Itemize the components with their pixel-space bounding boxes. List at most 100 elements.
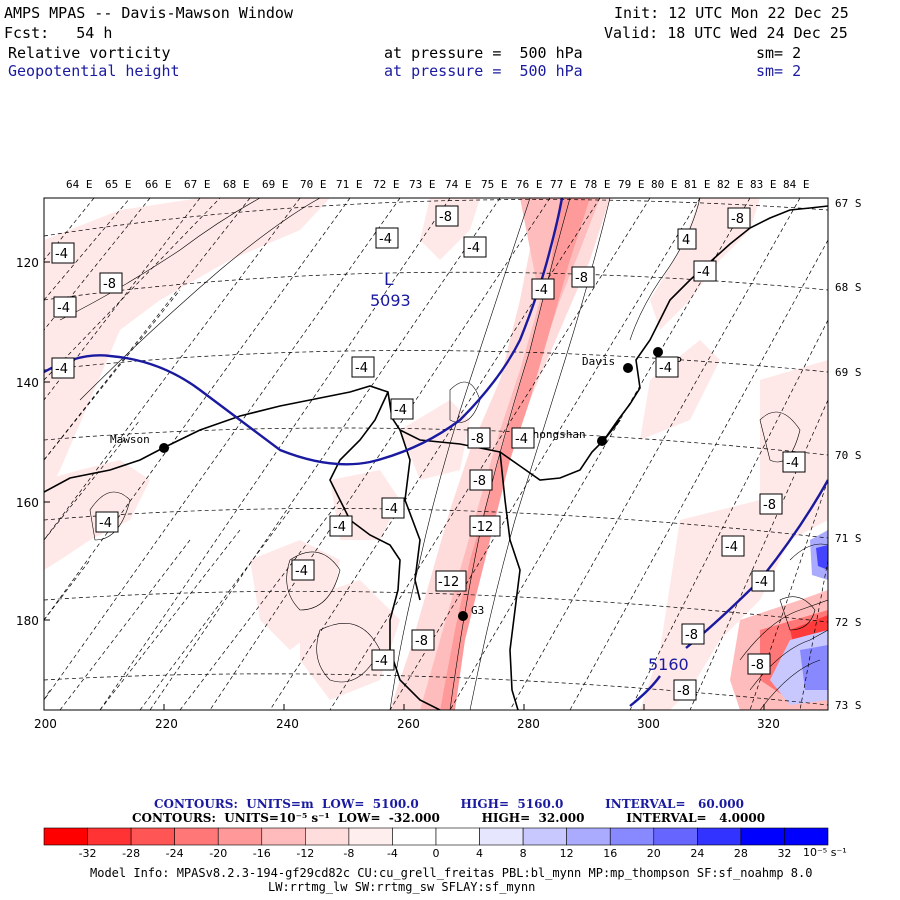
- colorbar-tick-label: 4: [476, 847, 483, 860]
- station-g3: [458, 611, 468, 621]
- colorbar-tick-label: -4: [387, 847, 398, 860]
- colorbar-segment: [609, 827, 655, 846]
- svg-text:84 E: 84 E: [783, 178, 810, 191]
- colorbar-segment: [217, 827, 263, 846]
- colorbar-segment: [566, 827, 611, 846]
- colorbar-segment: [697, 827, 742, 846]
- forecast-hour: Fcst: 54 h: [4, 24, 113, 42]
- field1-name: Relative vorticity: [8, 44, 171, 62]
- svg-text:-4: -4: [725, 540, 738, 555]
- vorticity-box-labels: -4 -8 -4 -4 -4 -4 -8 -4 -4 -4 -8 -4 -8 -…: [51, 205, 806, 701]
- svg-text:-4: -4: [515, 432, 528, 447]
- svg-text:-8: -8: [103, 277, 116, 292]
- svg-text:-4: -4: [697, 265, 710, 280]
- station-label-zhongshan: Zhongshan: [526, 428, 586, 441]
- colorbar-tick-label: -24: [166, 847, 184, 860]
- title: AMPS MPAS -- Davis-Mawson Window: [4, 4, 293, 22]
- field2-name: Geopotential height: [8, 62, 180, 80]
- svg-text:-4: -4: [385, 502, 398, 517]
- svg-text:320: 320: [757, 717, 780, 731]
- svg-text:71 E: 71 E: [336, 178, 363, 191]
- svg-text:71 S: 71 S: [835, 532, 862, 545]
- svg-text:82 E: 82 E: [717, 178, 744, 191]
- contour-label-5160: 5160: [648, 655, 689, 674]
- colorbar: [43, 827, 829, 846]
- colorbar-tick-label: -20: [209, 847, 227, 860]
- field1-level: at pressure = 500 hPa: [384, 44, 583, 62]
- colorbar-labels: -32 -28 -24 -20 -16 -12 -8 -4 0 4 8 12 16 20 24 28 32: [79, 847, 792, 860]
- valid-time: Valid: 18 UTC Wed 24 Dec 25: [604, 24, 848, 42]
- colorbar-segment: [174, 827, 219, 846]
- svg-text:300: 300: [637, 717, 660, 731]
- colorbar-segment: [392, 827, 437, 846]
- svg-text:79 E: 79 E: [618, 178, 645, 191]
- svg-text:-8: -8: [763, 498, 776, 513]
- right-lat-labels: 67 S 68 S 69 S 70 S 71 S 72 S 73 S: [835, 197, 862, 712]
- svg-text:-8: -8: [439, 210, 452, 225]
- svg-text:-8: -8: [751, 658, 764, 673]
- svg-text:80 E: 80 E: [651, 178, 678, 191]
- svg-text:-4: -4: [786, 456, 799, 471]
- svg-text:81 E: 81 E: [684, 178, 711, 191]
- svg-text:-12: -12: [472, 520, 493, 535]
- svg-text:67 E: 67 E: [184, 178, 211, 191]
- station-zhongshan: [597, 436, 607, 446]
- colorbar-tick-label: 28: [734, 847, 748, 860]
- svg-text:-4: -4: [295, 564, 308, 579]
- svg-text:240: 240: [276, 717, 299, 731]
- svg-text:73 S: 73 S: [835, 699, 862, 712]
- field2-level: at pressure = 500 hPa: [384, 62, 583, 80]
- svg-text:65 E: 65 E: [105, 178, 132, 191]
- svg-text:78 E: 78 E: [584, 178, 611, 191]
- model-info-2: LW:rrtmg_lw SW:rrtmg_sw SFLAY:sf_mynn: [268, 880, 535, 894]
- colorbar-segment: [130, 827, 175, 846]
- colorbar-segment: [435, 827, 480, 846]
- svg-text:68 E: 68 E: [223, 178, 250, 191]
- svg-text:-4: -4: [375, 654, 388, 669]
- colorbar-tick-label: 20: [647, 847, 661, 860]
- svg-text:64 E: 64 E: [66, 178, 93, 191]
- svg-text:-4: -4: [355, 361, 368, 376]
- svg-text:74 E: 74 E: [445, 178, 472, 191]
- colorbar-tick-label: -32: [79, 847, 97, 860]
- svg-text:69 S: 69 S: [835, 366, 862, 379]
- colorbar-tick-label: -28: [122, 847, 140, 860]
- svg-text:-8: -8: [575, 271, 588, 286]
- colorbar-tick-label: 24: [690, 847, 704, 860]
- colorbar-segment: [653, 827, 698, 846]
- svg-text:83 E: 83 E: [750, 178, 777, 191]
- contour-info-geopotential: CONTOURS: UNITS=m LOW= 5100.0 HIGH= 5160…: [154, 797, 744, 811]
- graticule: [44, 198, 828, 710]
- svg-text:-8: -8: [731, 212, 744, 227]
- svg-text:-8: -8: [677, 684, 690, 699]
- svg-text:73 E: 73 E: [409, 178, 436, 191]
- svg-text:4: 4: [682, 233, 690, 248]
- svg-text:180: 180: [16, 614, 39, 628]
- colorbar-segment: [522, 827, 567, 846]
- svg-text:-12: -12: [438, 575, 459, 590]
- svg-text:-4: -4: [394, 403, 407, 418]
- svg-text:-4: -4: [333, 520, 346, 535]
- svg-text:72 E: 72 E: [373, 178, 400, 191]
- svg-text:140: 140: [16, 376, 39, 390]
- colorbar-segment: [348, 827, 393, 846]
- field1-smooth: sm= 2: [756, 44, 802, 62]
- colorbar-tick-label: 0: [433, 847, 440, 860]
- colorbar-tick-label: 32: [777, 847, 791, 860]
- left-y-ticks: 120 140 160 180: [16, 256, 50, 628]
- svg-text:-4: -4: [99, 516, 112, 531]
- svg-text:260: 260: [397, 717, 420, 731]
- station-mawson: [159, 443, 169, 453]
- colorbar-segment: [305, 827, 350, 846]
- station-markers: [159, 347, 663, 621]
- svg-text:-4: -4: [55, 247, 68, 262]
- model-info: Model Info: MPASv8.2.3-194-gf29cd82c CU:…: [90, 866, 812, 880]
- svg-text:-8: -8: [415, 634, 428, 649]
- svg-text:66 E: 66 E: [145, 178, 172, 191]
- svg-text:160: 160: [16, 496, 39, 510]
- contour-info-vorticity: CONTOURS: UNITS=10⁻⁵ s⁻¹ LOW= -32.000 HI…: [132, 811, 765, 825]
- svg-text:-4: -4: [467, 241, 480, 256]
- colorbar-tick-label: -16: [253, 847, 271, 860]
- station-label-davis: Davis: [582, 355, 615, 368]
